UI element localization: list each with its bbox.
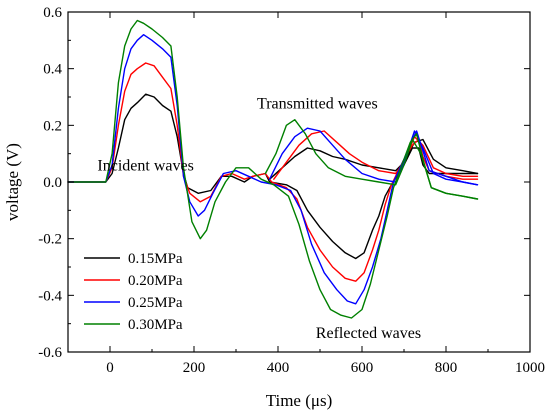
legend-label-3: 0.25MPa bbox=[128, 295, 183, 311]
y-tick-label: -0.6 bbox=[38, 345, 62, 361]
ticks-layer: 0 200 400 600 800 1000 -0.6 -0.4 -0.2 0.0 0.2 0.4 0.… bbox=[38, 5, 545, 376]
annotation-2: Transmitted waves bbox=[257, 95, 378, 112]
y-tick-label: -0.4 bbox=[38, 288, 62, 304]
x-tick-label: 400 bbox=[267, 360, 290, 376]
annotations-layer: Incident waves Transmitted waves Reflected… bbox=[97, 95, 421, 342]
y-axis-label: voltage (V) bbox=[3, 143, 22, 221]
series-layer bbox=[67, 19, 479, 319]
x-tick-label: 0 bbox=[106, 360, 114, 376]
x-axis-label: Time (μs) bbox=[266, 391, 333, 410]
legend-label-2: 0.20MPa bbox=[128, 273, 183, 289]
y-tick-label: 0.4 bbox=[43, 62, 62, 78]
series-line-4-incident bbox=[67, 19, 479, 319]
y-tick-label: 0.6 bbox=[43, 5, 62, 21]
x-tick-label: 1000 bbox=[515, 360, 545, 376]
y-tick-label: -0.2 bbox=[38, 232, 62, 248]
x-tick-label: 200 bbox=[183, 360, 206, 376]
annotation-3: Reflected waves bbox=[316, 325, 421, 342]
annotation-1: Incident waves bbox=[97, 158, 193, 175]
legend: 0.15MPa 0.20MPa 0.25MPa 0.30MPa bbox=[84, 251, 183, 333]
series-line-1-transmitted bbox=[268, 138, 479, 180]
series-line-2-transmitted bbox=[273, 130, 479, 180]
x-tick-label: 800 bbox=[435, 360, 458, 376]
y-tick-label: 0.0 bbox=[43, 175, 62, 191]
y-tick-label: 0.2 bbox=[43, 118, 62, 134]
x-tick-label: 600 bbox=[351, 360, 374, 376]
legend-label-1: 0.15MPa bbox=[128, 251, 183, 267]
series-line-4-transmitted bbox=[264, 118, 479, 200]
legend-label-4: 0.30MPa bbox=[128, 317, 183, 333]
